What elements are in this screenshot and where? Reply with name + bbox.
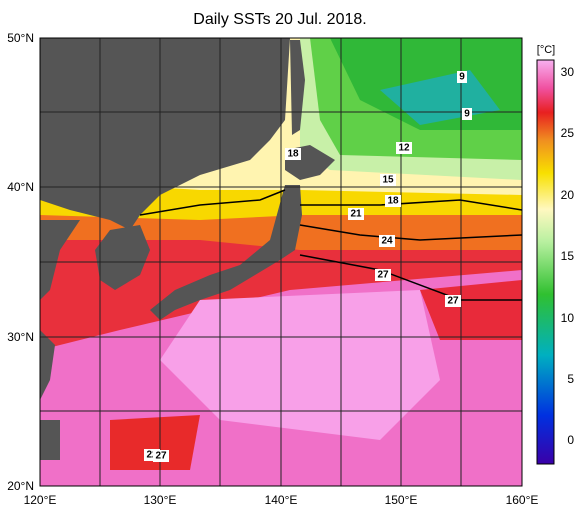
colorbar-tick: 5 bbox=[567, 372, 574, 386]
lon-label: 160°E bbox=[506, 493, 539, 507]
colorbar-tick: 15 bbox=[561, 249, 575, 263]
plot-frame bbox=[39, 37, 523, 487]
colorbar-unit: [°C] bbox=[537, 44, 555, 56]
contour-label: 22 bbox=[146, 450, 158, 461]
contour-label: 9 bbox=[459, 72, 465, 83]
colorbar-scale bbox=[536, 59, 555, 465]
contour-label: 27 bbox=[447, 296, 459, 307]
contour-label: 18 bbox=[387, 196, 399, 207]
lon-labels: 120°E 130°E 140°E 150°E 160°E bbox=[24, 493, 539, 507]
title: Daily SSTs 20 Jul. 2018. bbox=[193, 11, 366, 28]
lon-label: 140°E bbox=[265, 493, 298, 507]
colorbar-tick: 20 bbox=[561, 188, 575, 202]
lat-label: 30°N bbox=[7, 330, 34, 344]
lat-labels: 50°N 40°N 30°N 20°N bbox=[7, 31, 34, 493]
lon-label: 130°E bbox=[144, 493, 177, 507]
contour-label: 18 bbox=[287, 149, 299, 160]
contour-label: 24 bbox=[381, 236, 393, 247]
lat-label: 20°N bbox=[7, 479, 34, 493]
colorbar-tick: 25 bbox=[561, 126, 575, 140]
colorbar-tick: 30 bbox=[561, 65, 575, 79]
colorbar-tick: 10 bbox=[561, 311, 575, 325]
colorbar: [°C] 30 25 20 15 10 5 0 bbox=[536, 44, 575, 465]
lat-label: 50°N bbox=[7, 31, 34, 45]
contour-label: 12 bbox=[398, 143, 410, 154]
map bbox=[40, 38, 522, 486]
contour-label: 21 bbox=[350, 209, 362, 220]
contour-label: 9 bbox=[464, 109, 470, 120]
contour-label: 27 bbox=[377, 270, 389, 281]
lon-label: 150°E bbox=[385, 493, 418, 507]
contour-labels: 9 9 12 15 18 18 21 24 27 27 22 27 bbox=[144, 71, 472, 462]
contour-label: 15 bbox=[382, 175, 394, 186]
colorbar-tick: 0 bbox=[567, 433, 574, 447]
lat-label: 40°N bbox=[7, 180, 34, 194]
contour-label: 27 bbox=[155, 451, 167, 462]
lon-label: 120°E bbox=[24, 493, 57, 507]
